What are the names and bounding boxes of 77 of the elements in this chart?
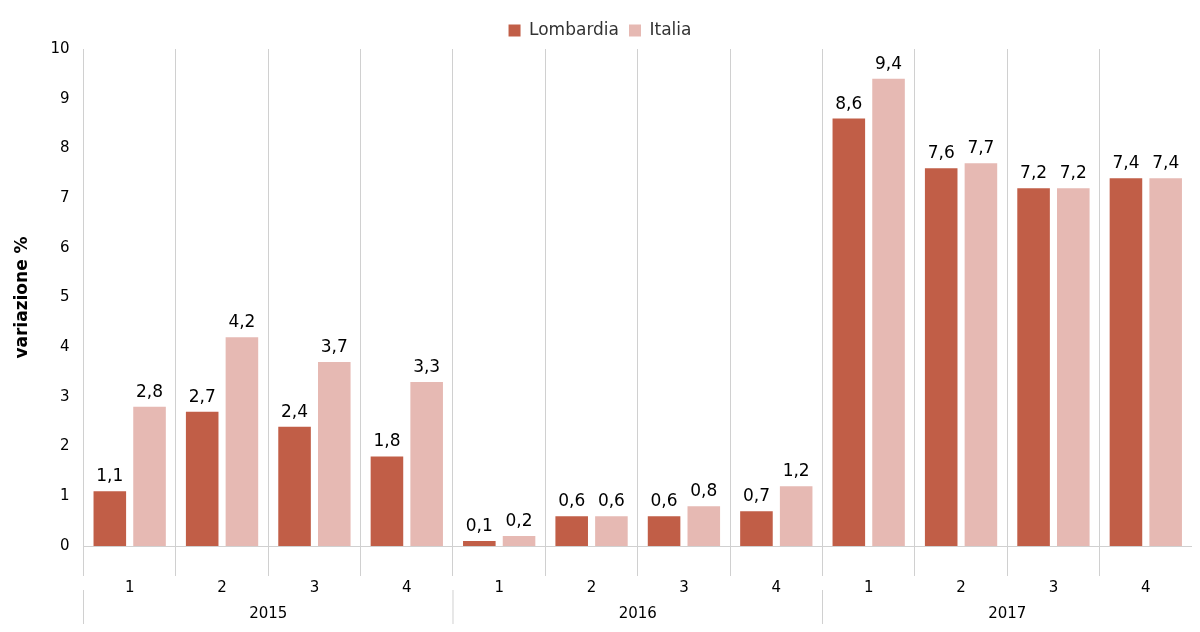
data-label: 0,1 (465, 514, 493, 535)
legend-label: Lombardia (529, 18, 620, 39)
data-label: 1,8 (373, 430, 401, 451)
y-tick-label: 9 (59, 88, 70, 107)
x-tick-label: 4 (1141, 577, 1151, 596)
bar (93, 491, 127, 546)
data-label: 0,8 (690, 480, 718, 501)
x-tick-label: 3 (309, 577, 320, 596)
bar (1057, 188, 1090, 546)
bar (779, 486, 813, 546)
bar (687, 506, 721, 546)
x-tick-label: 1 (863, 577, 874, 596)
data-label: 7,4 (1152, 152, 1180, 173)
data-label: 3,3 (413, 355, 441, 376)
x-tick-label: 4 (402, 577, 412, 596)
bar (463, 541, 496, 546)
data-label: 7,4 (1112, 152, 1140, 173)
y-tick-label: 10 (50, 38, 70, 57)
y-axis-title: variazione % (10, 236, 31, 359)
bar (318, 362, 351, 546)
bar (278, 426, 311, 546)
data-label: 1,2 (782, 460, 810, 481)
bar (555, 516, 588, 546)
y-tick-label: 6 (59, 237, 70, 256)
bar (185, 411, 219, 546)
bar (964, 163, 998, 546)
data-label: 8,6 (835, 92, 863, 113)
data-label: 2,7 (188, 385, 216, 406)
data-label: 9,4 (875, 52, 903, 73)
data-label: 1,1 (96, 465, 124, 486)
bar (1149, 178, 1182, 546)
data-label: 0,6 (558, 490, 586, 511)
data-label: 0,2 (505, 509, 533, 530)
x-tick-label: 2 (586, 577, 597, 596)
text: 2017 (988, 604, 1027, 623)
data-label: 2,4 (281, 400, 309, 421)
data-label: 2,8 (136, 380, 164, 401)
bar (502, 536, 536, 546)
bar (647, 516, 681, 546)
x-tick-label: 1 (494, 577, 504, 596)
data-label: 7,2 (1059, 162, 1087, 183)
data-label: 0,6 (650, 490, 678, 511)
data-label: 4,2 (228, 311, 256, 332)
bar (872, 78, 905, 546)
x-tick-label: 2 (956, 577, 966, 596)
y-tick-label: 7 (59, 187, 70, 206)
y-tick-label: 8 (59, 138, 70, 157)
bar (133, 406, 166, 546)
y-tick-label: 5 (59, 287, 70, 306)
x-tick-label: 2 (217, 577, 227, 596)
x-tick-label: 3 (1048, 577, 1059, 596)
y-tick-label: 2 (59, 436, 70, 455)
data-label: 0,6 (597, 490, 625, 511)
x-tick-label: 3 (679, 577, 689, 596)
y-tick-label: 3 (59, 386, 70, 405)
data-label: 0,7 (742, 485, 770, 506)
data-label: 7,7 (967, 137, 995, 158)
x-tick-label: 4 (771, 577, 782, 596)
x-tick-label: 1 (124, 577, 135, 596)
data-label: 7,2 (1020, 162, 1048, 183)
bar (832, 118, 866, 546)
text: 2015 (249, 604, 288, 623)
y-tick-label: 1 (59, 486, 70, 505)
text: 2016 (618, 604, 657, 623)
y-tick-label: 0 (59, 535, 70, 554)
data-label: 3,7 (320, 336, 348, 357)
bar (410, 381, 443, 546)
bar (1017, 188, 1050, 546)
y-tick-label: 4 (59, 337, 70, 356)
bar (924, 168, 958, 546)
bar (1109, 178, 1143, 546)
bar (740, 511, 773, 546)
legend-label: Italia (649, 18, 692, 39)
bar (595, 516, 628, 546)
bar (370, 456, 404, 546)
data-label: 7,6 (927, 142, 955, 163)
bar (225, 337, 259, 546)
